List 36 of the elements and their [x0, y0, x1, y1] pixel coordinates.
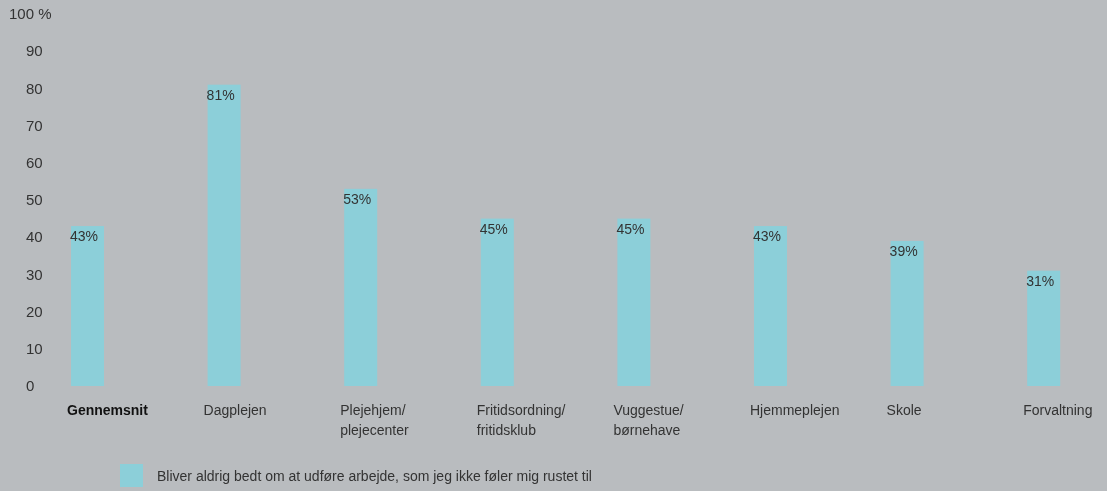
y-tick-label: 70	[26, 116, 43, 134]
x-tick-label: Hjemmeplejen	[750, 402, 840, 418]
x-tick-label: Skole	[886, 402, 922, 418]
bar	[890, 240, 924, 386]
data-label: 39%	[889, 242, 918, 259]
y-tick-label: 50	[26, 191, 43, 209]
data-label: 43%	[753, 228, 782, 245]
data-label: 43%	[70, 228, 99, 245]
bar	[617, 218, 651, 386]
bar	[1027, 270, 1061, 386]
y-tick-label: 80	[26, 79, 43, 97]
bar	[207, 84, 241, 386]
x-tick-label: Plejehjem/ plejecenter	[340, 402, 410, 438]
x-tick-label: Gennemsnit	[67, 402, 149, 418]
data-label: 31%	[1026, 272, 1055, 289]
y-tick-label: 40	[26, 228, 43, 246]
y-tick-label: 10	[26, 340, 43, 358]
legend-label: Bliver aldrig bedt om at udføre arbejde, som jeg ikke føler mig rustet til	[157, 468, 592, 484]
y-tick-label: 20	[26, 302, 43, 320]
y-tick-label: 60	[26, 154, 43, 172]
data-label: 53%	[343, 190, 372, 207]
bar	[71, 226, 104, 386]
bar	[754, 226, 787, 386]
y-tick-label: 90	[26, 42, 43, 60]
y-tick-label: 30	[26, 265, 43, 283]
x-tick-label: Dagplejen	[203, 402, 267, 418]
x-tick-label: Forvaltning	[1023, 402, 1093, 418]
x-tick-label: Fritidsordning/ fritidsklub	[476, 402, 566, 438]
y-tick-label: 100 %	[9, 5, 52, 23]
y-tick-label: 0	[26, 377, 35, 395]
bar	[344, 188, 378, 386]
data-label: 45%	[616, 220, 645, 237]
x-tick-label: Vuggestue/ børnehave	[613, 402, 684, 438]
bar	[480, 218, 514, 386]
data-label: 45%	[479, 220, 508, 237]
data-label: 81%	[206, 86, 235, 103]
